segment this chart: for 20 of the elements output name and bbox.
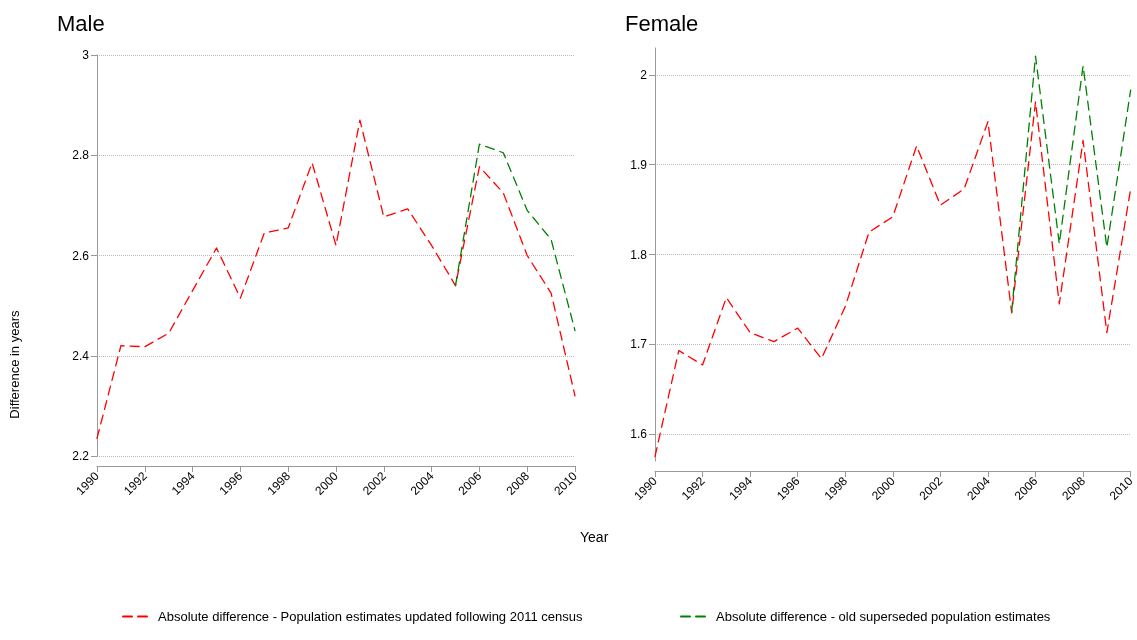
- legend-label: Absolute difference - old superseded population estimates: [716, 609, 1051, 624]
- chart-title: Female: [625, 10, 699, 36]
- y-tick-label: 2.2: [72, 449, 90, 463]
- chart-title: Male: [57, 10, 105, 36]
- y-tick-label: 2.8: [72, 148, 90, 163]
- x-axis-title: Year: [580, 529, 609, 545]
- y-tick-label: 2.6: [72, 248, 90, 263]
- legend-label: Absolute difference - Population estimates updated following 2011 census: [158, 609, 583, 624]
- y-tick-label: 2.4: [72, 348, 90, 363]
- y-tick-label: 1.6: [630, 427, 648, 442]
- y-axis-title: Difference in years: [7, 310, 22, 419]
- y-tick-label: 1.7: [630, 337, 648, 352]
- y-tick-label: 3: [82, 48, 90, 62]
- line-series: [654, 101, 1132, 458]
- line-series: [454, 143, 576, 332]
- y-tick-label: 1.9: [630, 157, 648, 172]
- y-tick-label: 1.8: [630, 247, 648, 262]
- y-tick-label: 2: [640, 67, 648, 82]
- line-series: [1011, 55, 1132, 312]
- line-series: [96, 119, 576, 440]
